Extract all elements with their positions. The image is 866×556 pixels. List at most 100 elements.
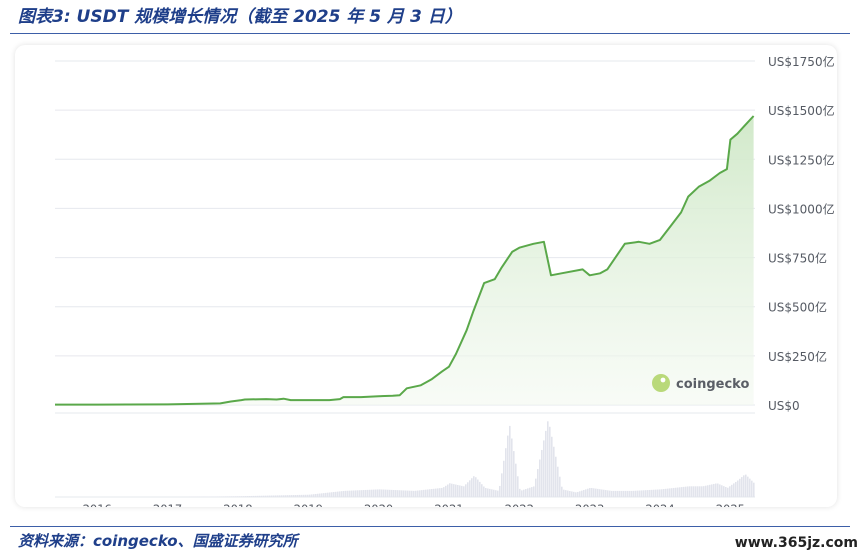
volume-bar — [731, 484, 733, 497]
volume-bar — [299, 494, 301, 497]
volume-bar — [579, 491, 581, 497]
volume-bar — [439, 488, 441, 497]
volume-bar — [333, 492, 335, 497]
volume-bar — [733, 483, 735, 497]
volume-bar — [487, 488, 489, 497]
volume-bar — [345, 490, 347, 497]
y-tick-label: US$1000亿 — [768, 201, 835, 216]
volume-bar — [583, 490, 585, 497]
source-note: 资料来源：coingecko、国盛证券研究所 — [18, 532, 298, 550]
volume-bar — [745, 474, 747, 497]
volume-bar — [243, 496, 245, 497]
volume-bar — [465, 484, 467, 497]
volume-bar — [441, 487, 443, 497]
series-line — [55, 115, 755, 406]
volume-bar — [559, 476, 561, 497]
volume-bar — [457, 484, 459, 497]
volume-bar — [489, 488, 491, 497]
volume-bar — [603, 489, 605, 497]
volume-bar — [589, 488, 591, 497]
volume-bar — [257, 495, 259, 497]
volume-bar — [633, 490, 635, 497]
volume-bar — [721, 485, 723, 497]
source-rule — [10, 526, 850, 527]
volume-bar — [289, 495, 291, 497]
volume-bar — [259, 495, 261, 497]
volume-bar — [631, 490, 633, 497]
volume-bar — [401, 490, 403, 497]
volume-bar — [701, 486, 703, 497]
volume-bar — [711, 484, 713, 497]
volume-bar — [705, 485, 707, 497]
volume-bar — [491, 489, 493, 497]
volume-bar — [225, 496, 227, 497]
volume-bar — [749, 478, 751, 497]
volume-bar — [619, 490, 621, 497]
volume-bar — [707, 485, 709, 497]
volume-bar — [695, 486, 697, 497]
gecko-logo-icon — [652, 374, 670, 392]
volume-bar — [405, 490, 407, 497]
volume-bar — [393, 489, 395, 497]
volume-bar — [397, 490, 399, 497]
x-tick-label: 2022 — [505, 502, 534, 507]
volume-bar — [691, 486, 693, 497]
volume-bar — [643, 490, 645, 497]
volume-bar — [635, 490, 637, 497]
volume-bar — [611, 490, 613, 497]
volume-bar — [735, 481, 737, 497]
volume-bar — [265, 495, 267, 497]
volume-bar — [389, 489, 391, 497]
volume-bar — [253, 495, 255, 497]
volume-bar — [221, 496, 223, 497]
volume-bar — [617, 490, 619, 497]
volume-bar — [741, 477, 743, 497]
volume-bar — [689, 486, 691, 497]
volume-bar — [217, 496, 219, 497]
volume-bar — [399, 490, 401, 497]
volume-bar — [295, 494, 297, 497]
volume-bar — [445, 485, 447, 497]
volume-bar — [419, 490, 421, 497]
volume-bar — [269, 495, 271, 497]
volume-bar — [545, 430, 547, 497]
volume-bar — [565, 490, 567, 497]
volume-bar — [597, 488, 599, 497]
y-tick-label: US$750亿 — [768, 251, 827, 266]
volume-bar — [549, 426, 551, 497]
volume-bar — [661, 489, 663, 497]
series-area-fill — [55, 116, 754, 405]
volume-bar — [629, 490, 631, 497]
volume-bar — [239, 496, 241, 497]
volume-bar — [313, 494, 315, 497]
volume-bar — [261, 495, 263, 497]
volume-bar — [507, 435, 509, 497]
volume-bar — [709, 484, 711, 497]
volume-bar — [753, 482, 755, 497]
volume-bar — [267, 495, 269, 497]
volume-bar — [461, 485, 463, 497]
volume-bar — [351, 490, 353, 497]
chart-card: US$0 US$250亿 US$500亿 US$750亿 US$1000亿 US$1250… — [15, 45, 837, 507]
volume-bar — [323, 493, 325, 497]
volume-bar — [233, 496, 235, 497]
usdt-marketcap-chart: US$0 US$250亿 US$500亿 US$750亿 US$1000亿 US$1250… — [55, 54, 835, 507]
volume-bar — [347, 490, 349, 497]
volume-bar — [743, 475, 745, 497]
volume-bar — [557, 466, 559, 497]
volume-bar — [427, 489, 429, 497]
y-tick-label: US$1500亿 — [768, 103, 835, 118]
volume-bar — [513, 451, 515, 497]
volume-bar — [479, 481, 481, 497]
watermark-brand: coingecko — [676, 377, 749, 392]
volume-bar — [309, 494, 311, 497]
volume-bar — [607, 490, 609, 497]
volume-bar — [621, 490, 623, 497]
volume-bar — [409, 490, 411, 497]
volume-bar — [455, 484, 457, 497]
volume-bar — [383, 489, 385, 497]
volume-bar — [623, 490, 625, 497]
volume-bar — [751, 480, 753, 497]
volume-bar — [327, 492, 329, 497]
volume-bar — [521, 490, 523, 497]
